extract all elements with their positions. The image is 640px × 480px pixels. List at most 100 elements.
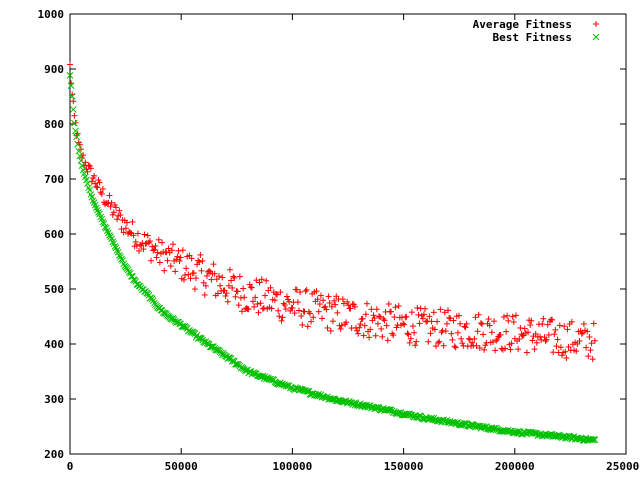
point-average-fitness (276, 313, 283, 320)
y-tick-label: 500 (44, 283, 64, 296)
point-average-fitness (568, 318, 575, 325)
point-average-fitness (164, 257, 171, 264)
point-average-fitness (202, 282, 209, 289)
point-average-fitness (161, 267, 168, 274)
point-best-fitness (83, 176, 90, 184)
point-average-fitness (210, 261, 217, 268)
point-average-fitness (310, 314, 317, 321)
point-average-fitness (354, 327, 361, 334)
point-average-fitness (317, 292, 324, 299)
point-average-fitness (343, 319, 350, 326)
point-average-fitness (120, 229, 127, 236)
x-tick-label: 50000 (165, 460, 198, 473)
point-best-fitness (89, 197, 97, 204)
point-average-fitness (502, 345, 509, 352)
point-average-fitness (308, 318, 315, 325)
y-tick-label: 800 (44, 118, 64, 131)
point-average-fitness (370, 312, 377, 319)
point-average-fitness (552, 326, 559, 333)
point-average-fitness (206, 267, 213, 274)
point-average-fitness (251, 303, 258, 310)
point-average-fitness (107, 203, 114, 210)
point-average-fitness (303, 286, 310, 293)
point-average-fitness (486, 322, 493, 329)
series-layer (66, 61, 599, 444)
point-average-fitness (70, 98, 77, 105)
y-tick-label: 200 (44, 448, 64, 461)
point-average-fitness (391, 314, 398, 321)
series-average-fitness (67, 61, 598, 363)
point-average-fitness (110, 209, 117, 216)
point-average-fitness (491, 318, 498, 325)
point-best-fitness (74, 140, 82, 148)
point-best-fitness (97, 213, 105, 221)
point-average-fitness (339, 296, 346, 303)
point-average-fitness (179, 247, 186, 254)
point-average-fitness (452, 344, 459, 351)
point-average-fitness (260, 305, 267, 312)
point-average-fitness (431, 326, 438, 333)
point-average-fitness (132, 238, 139, 245)
point-average-fitness (283, 293, 290, 300)
y-tick-label: 1000 (38, 8, 65, 21)
point-average-fitness (109, 211, 116, 218)
point-best-fitness (329, 395, 337, 403)
point-average-fitness (556, 322, 563, 329)
point-average-fitness (172, 268, 179, 275)
point-average-fitness (500, 313, 507, 320)
point-average-fitness (414, 304, 421, 311)
point-average-fitness (447, 315, 454, 322)
point-average-fitness (324, 324, 331, 331)
point-average-fitness (542, 338, 549, 345)
point-average-fitness (376, 313, 383, 320)
point-average-fitness (214, 290, 221, 297)
point-average-fitness (550, 349, 557, 356)
point-best-fitness (113, 246, 121, 254)
point-average-fitness (337, 325, 344, 332)
point-average-fitness (357, 321, 364, 328)
point-average-fitness (389, 330, 396, 337)
point-average-fitness (114, 216, 121, 223)
point-average-fitness (275, 307, 282, 314)
point-best-fitness (160, 309, 168, 317)
point-average-fitness (543, 336, 550, 343)
point-average-fitness (485, 316, 492, 323)
x-tick-label: 100000 (273, 460, 313, 473)
point-average-fitness (442, 328, 449, 335)
point-average-fitness (497, 331, 504, 338)
point-average-fitness (201, 291, 208, 298)
point-best-fitness (531, 429, 538, 437)
point-average-fitness (87, 165, 94, 172)
point-best-fitness (591, 436, 599, 444)
point-best-fitness (85, 184, 92, 192)
point-average-fitness (379, 333, 386, 340)
point-best-fitness (487, 426, 495, 434)
point-average-fitness (249, 298, 256, 305)
point-average-fitness (196, 259, 203, 266)
point-average-fitness (474, 328, 481, 335)
point-average-fitness (231, 274, 238, 281)
point-average-fitness (512, 312, 519, 319)
point-average-fitness (187, 275, 194, 282)
point-average-fitness (463, 320, 470, 327)
point-average-fitness (371, 315, 378, 322)
point-average-fitness (416, 320, 423, 327)
point-average-fitness (504, 312, 511, 319)
point-average-fitness (361, 322, 368, 329)
point-average-fitness (322, 303, 329, 310)
point-average-fitness (246, 281, 253, 288)
point-average-fitness (481, 346, 488, 353)
point-average-fitness (510, 319, 517, 326)
point-average-fitness (413, 338, 420, 345)
point-average-fitness (278, 317, 285, 324)
point-average-fitness (384, 337, 391, 344)
point-average-fitness (532, 330, 539, 337)
point-average-fitness (479, 321, 486, 328)
point-average-fitness (230, 273, 237, 280)
point-average-fitness (235, 302, 242, 309)
legend-label: Average Fitness (473, 18, 572, 31)
point-average-fitness (448, 330, 455, 337)
point-average-fitness (380, 315, 387, 322)
point-average-fitness (271, 297, 278, 304)
